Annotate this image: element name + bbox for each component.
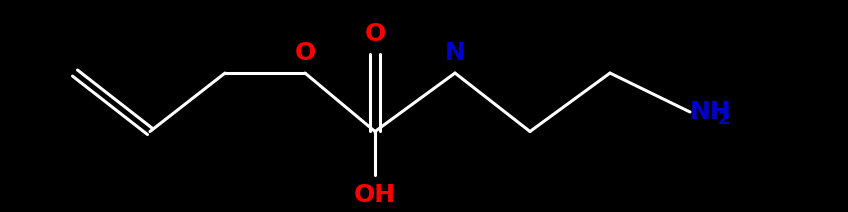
Text: NH: NH [690,100,732,124]
Text: O: O [294,41,315,65]
Text: OH: OH [354,183,396,207]
Text: O: O [365,22,386,46]
Text: N: N [444,41,466,65]
Text: 2: 2 [718,110,730,128]
